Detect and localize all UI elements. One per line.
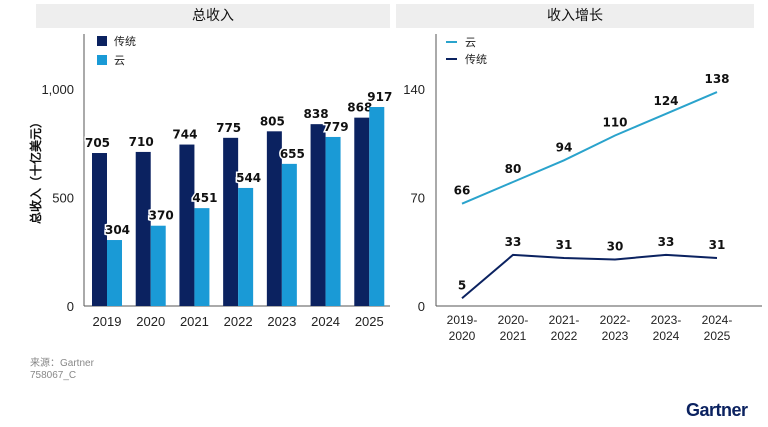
legend-swatch (97, 36, 107, 46)
y-tick-label: 70 (411, 191, 425, 206)
legend-swatch (97, 55, 107, 65)
bar-traditional-2022 (223, 137, 239, 306)
x-tick-label: 2020 (449, 329, 476, 343)
y-axis-label: 总收入（十亿美元） (28, 116, 43, 224)
x-tick-label: 2019- (447, 313, 478, 327)
revenue-growth-header: 收入增长 (396, 4, 754, 28)
bar-value-label: 917 (367, 90, 392, 104)
bar-value-label: 655 (280, 147, 305, 161)
x-tick-label: 2022 (551, 329, 578, 343)
bar-value-label: 705 (85, 136, 110, 150)
x-tick-label: 2023 (602, 329, 629, 343)
x-tick-label: 2022 (224, 314, 253, 329)
bar-cloud-2022 (238, 187, 254, 306)
bar-cloud-2020 (150, 225, 166, 306)
bar-traditional-2023 (266, 131, 282, 306)
point-value-label: 138 (704, 72, 729, 86)
bar-traditional-2020 (135, 151, 151, 306)
y-tick-label: 1,000 (41, 82, 74, 97)
legend-label: 云 (114, 54, 125, 67)
x-tick-label: 2024 (311, 314, 340, 329)
x-tick-label: 2024- (702, 313, 733, 327)
bar-value-label: 304 (105, 223, 130, 237)
point-value-label: 31 (709, 238, 726, 252)
x-tick-label: 2025 (355, 314, 384, 329)
x-tick-label: 2019 (93, 314, 122, 329)
total-revenue-bar-chart: 0 500 1,000 总收入（十亿美元） 705 304 2019 710 370 2020 74… (28, 34, 392, 329)
point-value-label: 31 (556, 238, 573, 252)
bar-value-label: 544 (236, 171, 261, 185)
point-value-label: 124 (653, 94, 678, 108)
bar-value-label: 838 (304, 107, 329, 121)
revenue-growth-line-chart: 0 70 140 66 80 94 110 124 138 5 33 31 30 33 31 2019- 202… (403, 34, 762, 343)
x-tick-label: 2021 (500, 329, 527, 343)
source-note: 来源：Gartner (30, 358, 94, 369)
point-value-label: 5 (458, 278, 466, 292)
x-tick-label: 2020 (136, 314, 165, 329)
bar-value-label: 370 (149, 209, 174, 223)
bar-cloud-2023 (281, 163, 297, 306)
bar-value-label: 451 (192, 191, 217, 205)
point-value-label: 110 (602, 116, 627, 130)
y-tick-label: 0 (67, 299, 74, 314)
legend-label: 传统 (465, 53, 487, 66)
point-value-label: 94 (556, 140, 573, 154)
x-tick-label: 2022- (600, 313, 631, 327)
legend-label: 云 (465, 36, 476, 49)
point-value-label: 66 (454, 184, 471, 198)
bar-value-label: 868 (347, 101, 372, 115)
bar-cloud-2021 (194, 208, 210, 306)
x-tick-label: 2023- (651, 313, 682, 327)
y-tick-label: 0 (418, 299, 425, 314)
x-tick-label: 2025 (704, 329, 731, 343)
x-tick-label: 2021- (549, 313, 580, 327)
bar-cloud-2025 (369, 107, 385, 306)
x-tick-label: 2024 (653, 329, 680, 343)
bar-value-label: 779 (324, 120, 349, 134)
x-tick-label: 2023 (267, 314, 296, 329)
bar-traditional-2021 (179, 144, 195, 306)
legend-label: 传统 (114, 35, 136, 48)
y-tick-label: 140 (403, 82, 425, 97)
bar-value-label: 805 (260, 114, 285, 128)
line-traditional (461, 253, 718, 300)
gartner-logo: Gartner (686, 400, 748, 420)
document-id: 758067_C (30, 370, 77, 381)
y-tick-label: 500 (52, 191, 74, 206)
point-value-label: 30 (607, 240, 624, 254)
x-tick-label: 2020- (498, 313, 529, 327)
point-value-label: 80 (505, 162, 522, 176)
bar-cloud-2019 (107, 240, 122, 306)
bar-traditional-2024 (310, 124, 326, 307)
bar-traditional-2019 (92, 153, 107, 306)
bar-traditional-2025 (354, 117, 370, 306)
bar-value-label: 744 (172, 128, 197, 142)
point-value-label: 33 (505, 235, 522, 249)
total-revenue-header: 总收入 (36, 4, 390, 28)
point-value-label: 33 (658, 235, 675, 249)
line-cloud (461, 91, 718, 205)
x-tick-label: 2021 (180, 314, 209, 329)
bar-cloud-2024 (325, 136, 341, 306)
bar-value-label: 775 (216, 121, 241, 135)
bar-value-label: 710 (129, 135, 154, 149)
